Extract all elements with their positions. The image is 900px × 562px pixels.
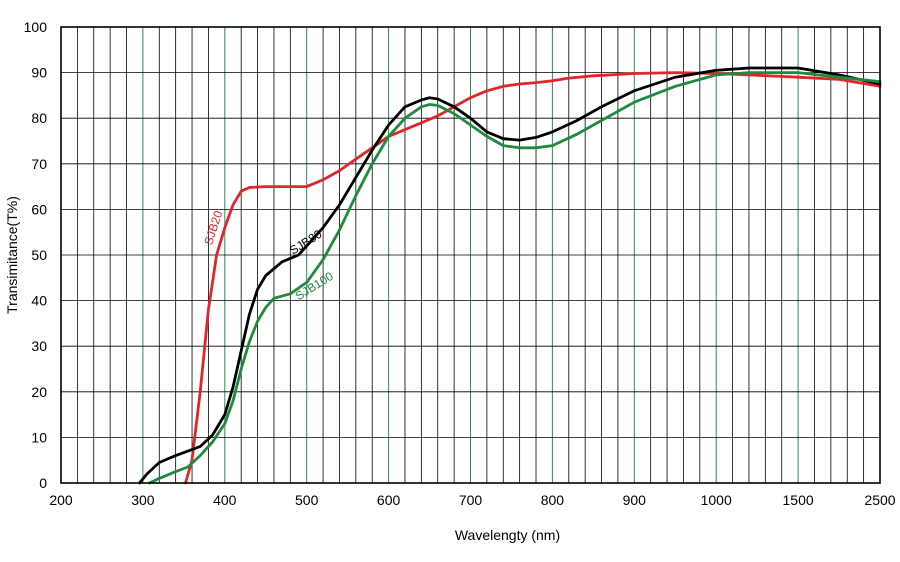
- y-axis-title: Transimitance(T%): [4, 196, 20, 314]
- x-tick-label: 500: [295, 492, 319, 508]
- y-tick-label: 70: [31, 156, 47, 172]
- tick-labels: 200 300 400 500 600 700 800 900 1000 1500 2500 0 10 2…: [24, 19, 896, 508]
- x-tick-label: 400: [213, 492, 237, 508]
- y-tick-label: 80: [31, 110, 47, 126]
- plot-frame: [60, 26, 881, 484]
- x-tick-label: 800: [541, 492, 565, 508]
- plot-border: [60, 26, 881, 484]
- y-tick-label: 0: [39, 475, 47, 491]
- series-line-sjb80: [138, 66, 882, 485]
- x-tick-label: 700: [459, 492, 483, 508]
- series-line-sjb20: [184, 71, 882, 485]
- x-tick-label: 200: [49, 492, 73, 508]
- y-tick-label: 30: [31, 338, 47, 354]
- y-tick-label: 90: [31, 65, 47, 81]
- y-tick-label: 100: [24, 19, 48, 35]
- series-label-sjb80: SJB80: [287, 227, 325, 258]
- x-tick-label: 300: [131, 492, 155, 508]
- x-tick-label: 2500: [864, 492, 895, 508]
- series-layer: [138, 66, 882, 485]
- y-tick-label: 10: [31, 429, 47, 445]
- y-tick-label: 50: [31, 247, 47, 263]
- x-tick-label: 1500: [783, 492, 814, 508]
- x-axis-title: Wavelengty (nm): [455, 527, 560, 543]
- grid: [60, 26, 881, 484]
- x-tick-label: 600: [377, 492, 401, 508]
- y-tick-label: 60: [31, 201, 47, 217]
- x-tick-label: 900: [623, 492, 647, 508]
- y-tick-label: 20: [31, 384, 47, 400]
- x-tick-label: 1000: [701, 492, 732, 508]
- series-line-sjb100: [148, 71, 882, 485]
- y-tick-label: 40: [31, 293, 47, 309]
